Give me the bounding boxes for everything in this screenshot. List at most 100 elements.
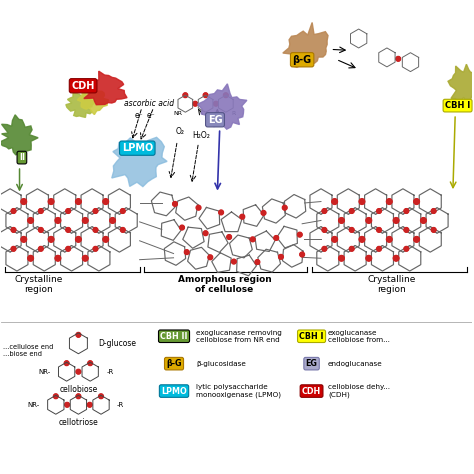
Polygon shape <box>255 231 275 252</box>
Circle shape <box>386 237 392 242</box>
Circle shape <box>120 209 125 213</box>
Polygon shape <box>198 95 213 112</box>
Circle shape <box>11 228 16 232</box>
Polygon shape <box>208 232 228 252</box>
Text: Crystalline
region: Crystalline region <box>14 275 63 294</box>
Circle shape <box>55 218 61 223</box>
Circle shape <box>93 228 98 232</box>
Polygon shape <box>93 395 109 414</box>
Circle shape <box>180 225 184 230</box>
Polygon shape <box>69 333 87 354</box>
Circle shape <box>250 237 255 242</box>
Circle shape <box>322 246 327 251</box>
Circle shape <box>21 199 27 204</box>
Polygon shape <box>27 227 48 252</box>
Polygon shape <box>344 246 366 271</box>
Text: EG: EG <box>208 115 222 125</box>
Circle shape <box>214 101 219 106</box>
Text: ...cellulose end
...biose end: ...cellulose end ...biose end <box>3 344 54 357</box>
Circle shape <box>297 232 302 237</box>
Text: Amorphous region
of cellulose: Amorphous region of cellulose <box>178 275 271 294</box>
Polygon shape <box>258 249 281 272</box>
Polygon shape <box>344 208 366 233</box>
Polygon shape <box>365 189 387 214</box>
Polygon shape <box>0 227 21 252</box>
Text: CBH I: CBH I <box>299 332 324 341</box>
Text: exoglucanase removing
cellobiose from NR end: exoglucanase removing cellobiose from NR… <box>196 330 282 343</box>
Text: CBH I: CBH I <box>445 101 470 110</box>
Circle shape <box>82 218 88 223</box>
Circle shape <box>66 246 71 251</box>
Circle shape <box>76 394 81 399</box>
Circle shape <box>279 255 283 259</box>
Polygon shape <box>365 227 387 252</box>
Text: NR: NR <box>173 110 182 116</box>
Circle shape <box>283 205 287 210</box>
Circle shape <box>103 199 109 204</box>
Polygon shape <box>164 242 186 265</box>
Circle shape <box>366 218 372 223</box>
Polygon shape <box>372 208 393 233</box>
Circle shape <box>184 250 189 255</box>
Polygon shape <box>82 71 127 105</box>
Circle shape <box>404 228 409 232</box>
Polygon shape <box>283 245 303 267</box>
Circle shape <box>173 201 177 206</box>
Polygon shape <box>54 189 76 214</box>
Circle shape <box>38 228 43 232</box>
Text: CBH II: CBH II <box>160 332 188 341</box>
Polygon shape <box>82 362 98 381</box>
Polygon shape <box>337 227 359 252</box>
Polygon shape <box>115 208 137 233</box>
Circle shape <box>414 199 419 204</box>
Text: β-G: β-G <box>166 359 182 368</box>
Circle shape <box>48 237 54 242</box>
Polygon shape <box>198 84 247 129</box>
Polygon shape <box>161 219 181 240</box>
Circle shape <box>99 394 103 399</box>
Circle shape <box>76 369 81 374</box>
Circle shape <box>377 246 382 251</box>
Circle shape <box>208 255 213 260</box>
Circle shape <box>28 218 34 223</box>
Polygon shape <box>70 395 87 414</box>
Polygon shape <box>392 189 414 214</box>
Circle shape <box>227 235 231 239</box>
Text: cellobiose dehy...
(CDH): cellobiose dehy... (CDH) <box>328 384 390 398</box>
Polygon shape <box>176 197 198 220</box>
Circle shape <box>87 402 92 407</box>
Circle shape <box>377 209 382 213</box>
Circle shape <box>396 56 401 61</box>
Circle shape <box>21 237 27 242</box>
Polygon shape <box>237 255 256 276</box>
Circle shape <box>110 218 115 223</box>
Circle shape <box>359 237 365 242</box>
Circle shape <box>82 255 88 261</box>
Polygon shape <box>109 227 130 252</box>
Circle shape <box>366 255 372 261</box>
Polygon shape <box>399 208 421 233</box>
Text: NR-: NR- <box>39 369 51 374</box>
Circle shape <box>75 237 81 242</box>
Circle shape <box>349 228 354 232</box>
Circle shape <box>76 332 81 337</box>
Polygon shape <box>66 91 96 118</box>
Circle shape <box>203 93 208 98</box>
Polygon shape <box>350 29 367 48</box>
Polygon shape <box>183 227 204 248</box>
Circle shape <box>261 210 266 215</box>
Circle shape <box>93 209 98 213</box>
Circle shape <box>120 228 125 232</box>
Polygon shape <box>243 205 264 226</box>
Polygon shape <box>392 227 414 252</box>
Polygon shape <box>310 227 332 252</box>
Polygon shape <box>6 246 28 271</box>
Circle shape <box>300 252 304 257</box>
Polygon shape <box>54 227 76 252</box>
Text: H₂O₂: H₂O₂ <box>192 131 210 140</box>
Text: II: II <box>19 153 25 162</box>
Circle shape <box>48 199 54 204</box>
Polygon shape <box>402 53 419 72</box>
Polygon shape <box>6 208 28 233</box>
Circle shape <box>332 237 337 242</box>
